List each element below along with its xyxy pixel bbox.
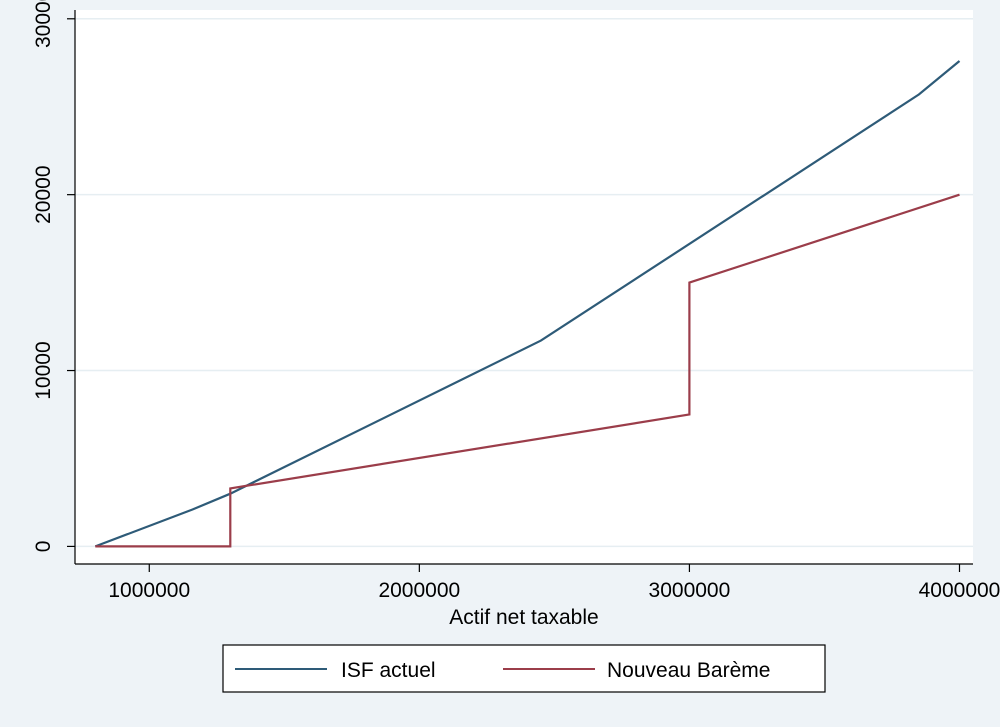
legend: ISF actuel Nouveau Barème	[222, 644, 826, 693]
series-lines	[94, 60, 961, 548]
y-tick-label: 30000	[32, 0, 55, 48]
y-tick-label: 20000	[32, 165, 55, 223]
x-tick-label: 3000000	[649, 579, 731, 602]
plot-area	[75, 10, 973, 564]
axes: 0 10000 20000 30000 1000000 2000000 3000000 400…	[32, 0, 1000, 602]
y-tick-label: 0	[32, 541, 55, 553]
series-line-isf-actuel	[94, 60, 961, 548]
x-tick-label: 1000000	[108, 579, 190, 602]
x-axis-title: Actif net taxable	[449, 606, 598, 629]
y-tick-label: 10000	[32, 341, 55, 399]
legend-label-nouveau-bareme: Nouveau Barème	[607, 659, 770, 682]
grid-lines	[75, 18, 973, 548]
x-tick-label: 2000000	[378, 579, 460, 602]
legend-label-isf-actuel: ISF actuel	[341, 659, 436, 682]
x-tick-label: 4000000	[919, 579, 1000, 602]
series-line-nouveau-bareme	[95, 193, 960, 548]
